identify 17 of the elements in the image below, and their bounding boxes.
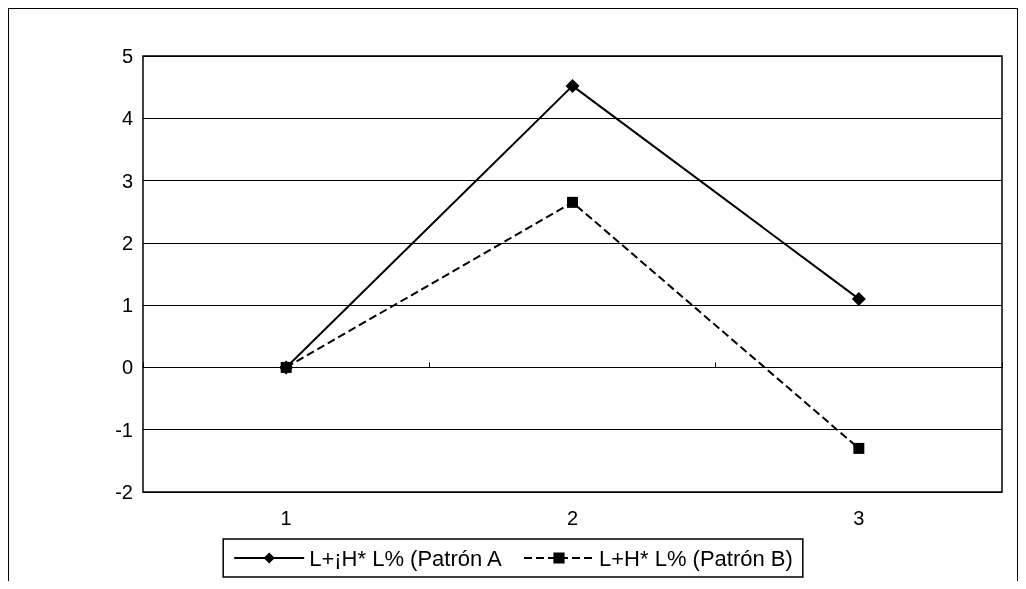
y-tick-label: 2 [121,231,133,254]
x-tick-label: 3 [853,507,865,529]
y-tick-label: 0 [121,356,133,379]
y-tick-label: 1 [121,294,133,317]
x-tick-label: 1 [280,507,292,529]
point [853,442,865,454]
y-tick-label: 5 [121,45,133,67]
legend-label: L+H* L% (Patrón B) [599,545,793,571]
y-tick-label: 3 [121,169,133,192]
point [565,78,580,93]
point [567,196,578,208]
x-tick-label: 2 [566,507,579,529]
y-tick-label: -1 [115,418,133,441]
point [851,291,866,306]
y-tick-label: -2 [115,481,133,503]
y-tick-label: 4 [121,107,133,130]
legend-label: L+¡H* L% (Patrón A [309,545,503,571]
